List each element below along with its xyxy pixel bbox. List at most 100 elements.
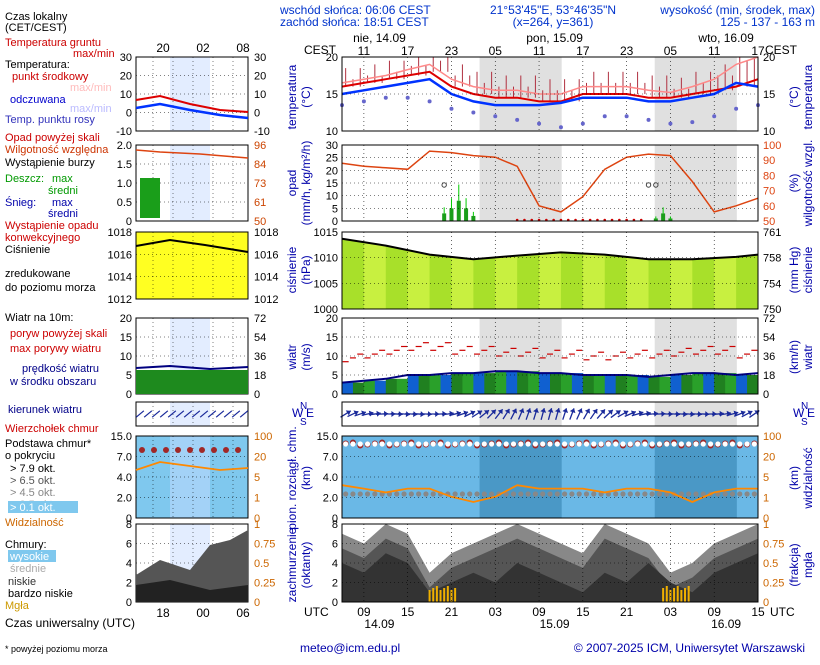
wind-bar: [670, 375, 681, 394]
pressure-stripe: [342, 232, 364, 309]
cloud-base-dot: [650, 441, 655, 446]
rain-tick-4: 10: [326, 191, 338, 203]
cloud-base-dot: [693, 491, 698, 496]
fog-bar: [680, 590, 682, 602]
day-top-1: pon, 15.09: [526, 31, 583, 45]
legend-cl-box-rtick-1: 0.75: [254, 539, 275, 551]
fog-bar: [443, 588, 445, 602]
wind-bar: [627, 375, 638, 394]
dew-point: [690, 120, 694, 124]
footer-email[interactable]: meteo@icm.edu.pl: [300, 641, 400, 655]
cloud-base-dot: [423, 441, 428, 446]
cloud-base-dot: [613, 491, 618, 496]
legend-temp-box-ltick-0: 30: [120, 52, 132, 64]
legend-local-hour-0: 20: [156, 41, 170, 55]
legend-local-hour-2: 08: [236, 41, 250, 55]
wind-bar: [473, 373, 484, 394]
legend-cb-box-rtick-0: 100: [254, 431, 272, 443]
hour-top-8: 11: [708, 44, 721, 58]
hour-bottom-7: 03: [664, 605, 678, 619]
legend-cloud-top-dot: [151, 447, 157, 453]
dew-point: [406, 96, 410, 100]
temp-r-tick-2: 10: [763, 126, 775, 138]
cloud-base-dot: [737, 441, 742, 446]
hour-bottom-5: 15: [576, 605, 590, 619]
hour-top-3: 05: [489, 44, 503, 58]
fog-bar: [688, 586, 690, 602]
legend-utc-hour-2: 06: [236, 606, 250, 620]
legend-cb-box-ltick-0: 15.0: [111, 431, 132, 443]
cloud-base-dot: [642, 441, 647, 446]
wind-r-axis-unit: (km/h): [787, 340, 801, 374]
legend-cl-box-ltick-4: 0: [126, 597, 132, 609]
temp-tick-2: 10: [326, 126, 338, 138]
temp-tick-1: 15: [326, 89, 338, 101]
wind-bar: [375, 381, 386, 394]
hum-tick-2: 80: [763, 170, 775, 182]
legend-press-box-ltick-2: 1014: [108, 272, 132, 284]
legend-cloud-top-dot: [163, 447, 169, 453]
legend-wind-mean-2: w środku obszaru: [9, 376, 96, 388]
dew-point: [428, 99, 432, 103]
legend-cb-box-rtick-1: 20: [254, 452, 266, 464]
pressure-stripe: [736, 232, 758, 309]
legend-rain-box-ltick-3: 0.5: [117, 197, 132, 209]
legend-cloud-top-dot: [223, 447, 229, 453]
wind-arrow: [602, 408, 615, 421]
cl-axis-unit: (oktanty): [299, 542, 313, 589]
wind-bar: [681, 375, 692, 394]
cloud-base-dot: [613, 441, 618, 446]
legend-rain-box-rtick-2: 73: [254, 178, 266, 190]
rain-bar: [457, 201, 461, 221]
hour-bottom-6: 21: [620, 605, 634, 619]
cloud-base-dot: [343, 491, 348, 496]
cloud-base-dot: [547, 441, 552, 446]
legend-cloud-top-dot: [211, 447, 217, 453]
vis-axis-title: widzialność: [801, 447, 815, 509]
cb-axis-unit: (km): [299, 466, 313, 490]
cloud-base-dot: [701, 441, 706, 446]
rain-bar: [661, 213, 665, 221]
legend-wind-box-ltick-4: 0: [126, 389, 132, 401]
legend-wind-mean: prędkość wiatru: [22, 363, 99, 375]
hum-tick-3: 70: [763, 186, 775, 198]
cb-tick-3: 2.0: [323, 493, 338, 505]
hum-axis-unit: (%): [787, 174, 801, 193]
cloud-base-dot: [715, 441, 720, 446]
legend-local-time-sub: (CET/CEST): [5, 22, 67, 34]
cloud-base-dot: [606, 441, 611, 446]
cloud-base-dot: [526, 491, 531, 496]
cloud-base-dot: [547, 491, 552, 496]
dir-e-right: E: [807, 406, 815, 420]
cloud-base-dot: [744, 441, 749, 446]
wind-bar: [517, 371, 528, 394]
legend-okt-01: > 0.1 okt.: [10, 502, 56, 514]
cl-tick-0: 8: [332, 519, 338, 531]
cloud-base-dot: [620, 491, 625, 496]
hour-top-7: 05: [664, 44, 678, 58]
wind-bar: [714, 373, 725, 394]
cloud-base-dot: [569, 441, 574, 446]
wind-bar: [572, 373, 583, 394]
cb-night-band-1: [655, 436, 737, 518]
legend-rain-mean: średni: [48, 185, 78, 197]
legend-cl-box-ltick-1: 6: [126, 539, 132, 551]
fog-bar: [454, 588, 456, 602]
cloud-base-dot: [591, 491, 596, 496]
legend-local-hour-1: 02: [196, 41, 210, 55]
wind-bar: [462, 373, 473, 394]
dew-point: [449, 107, 453, 111]
temp-axis-unit: (°C): [299, 86, 313, 107]
cloud-base-dot: [737, 491, 742, 496]
legend-cl-high: wysokie: [9, 551, 49, 563]
cloud-base-dot: [679, 441, 684, 446]
cloud-base-dot: [482, 491, 487, 496]
pressure-stripe: [583, 232, 605, 309]
clr-axis-unit: (frakcja): [787, 543, 801, 586]
dew-point: [559, 125, 563, 129]
legend-cl-vlow: bardzo niskie: [8, 588, 73, 600]
rain-tick-3: 15: [326, 178, 338, 190]
wind-bar: [583, 375, 594, 394]
dew-point: [581, 122, 585, 126]
